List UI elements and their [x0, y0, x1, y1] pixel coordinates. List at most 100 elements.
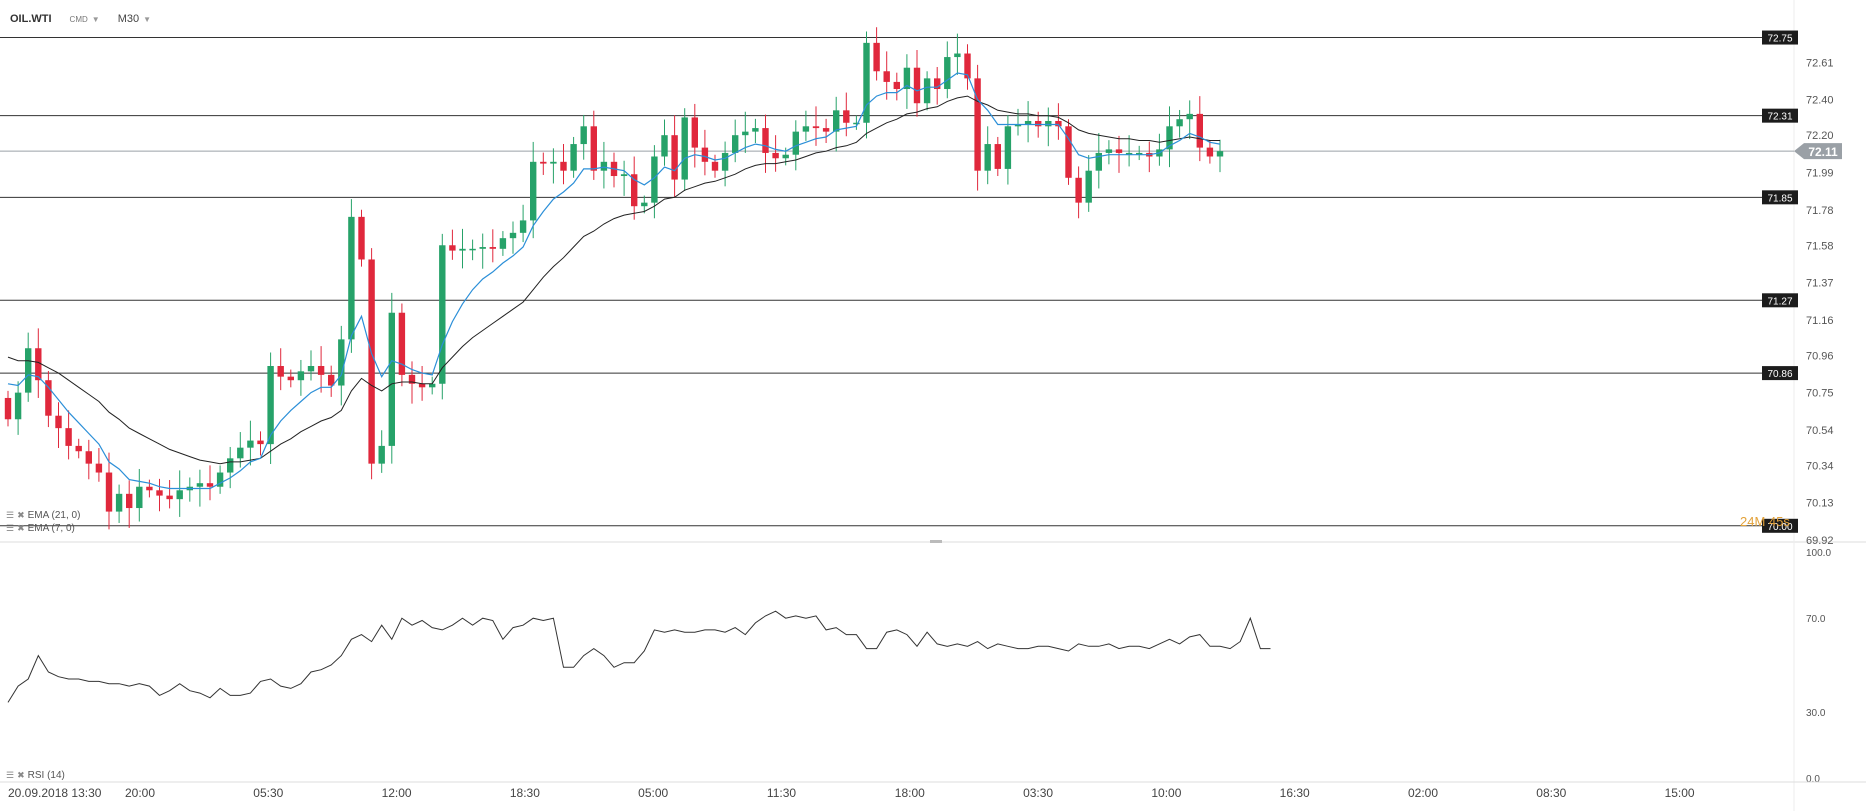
candle-bull[interactable] — [802, 126, 810, 132]
candle-bear[interactable] — [126, 493, 133, 509]
candle-bear[interactable] — [1075, 177, 1082, 203]
candle-bear[interactable] — [822, 128, 830, 132]
timeframe-selector[interactable]: M30 — [117, 13, 140, 25]
candle-bull[interactable] — [1105, 149, 1113, 153]
chevron-down-icon[interactable]: ▼ — [143, 14, 152, 24]
candle-bear[interactable] — [691, 117, 698, 148]
candle-bull[interactable] — [519, 220, 527, 233]
candle-bull[interactable] — [620, 174, 628, 177]
candle-bull[interactable] — [227, 458, 234, 473]
candle-bull[interactable] — [14, 392, 22, 420]
candle-bull[interactable] — [1004, 126, 1012, 169]
candle-bull[interactable] — [984, 144, 991, 171]
candle-bear[interactable] — [287, 376, 294, 381]
candle-bear[interactable] — [701, 147, 709, 162]
candle-bear[interactable] — [55, 415, 62, 429]
candle-bull[interactable] — [530, 161, 537, 221]
candle-bull[interactable] — [115, 493, 123, 512]
candle-bull[interactable] — [923, 78, 931, 104]
candle-bear[interactable] — [812, 126, 820, 129]
candle-bear[interactable] — [75, 445, 82, 452]
candle-bull[interactable] — [136, 486, 143, 509]
candle-bull[interactable] — [1095, 152, 1102, 171]
candle-bull[interactable] — [25, 348, 32, 393]
candle-bear[interactable] — [1115, 149, 1123, 153]
candle-bull[interactable] — [267, 366, 274, 445]
candle-bear[interactable] — [873, 42, 880, 72]
close-icon[interactable]: ✖ — [17, 523, 25, 533]
candle-bull[interactable] — [1125, 152, 1133, 155]
candle-bear[interactable] — [146, 486, 153, 491]
candle-bull[interactable] — [570, 144, 577, 171]
candle-bull[interactable] — [1014, 124, 1022, 127]
candle-bear[interactable] — [711, 161, 719, 171]
candle-bull[interactable] — [176, 490, 183, 500]
candle-bull[interactable] — [792, 131, 799, 155]
list-icon[interactable]: ☰ — [6, 510, 15, 520]
candle-bull[interactable] — [247, 440, 254, 448]
candle-bear[interactable] — [1055, 120, 1062, 127]
candle-bull[interactable] — [1045, 120, 1052, 127]
candle-bull[interactable] — [721, 152, 729, 171]
candle-bear[interactable] — [277, 366, 284, 377]
candle-bull[interactable] — [641, 202, 648, 207]
price-axis[interactable]: 72.61 72.40 72.20 71.99 71.78 71.58 71.37 71.16… — [1806, 57, 1834, 547]
candle-bull[interactable] — [1216, 151, 1224, 157]
candle-bull[interactable] — [833, 110, 840, 132]
candle-bull[interactable] — [1186, 113, 1193, 120]
candle-bull[interactable] — [661, 135, 668, 157]
candle-bear[interactable] — [1206, 147, 1214, 157]
candle-bull[interactable] — [378, 445, 385, 464]
candle-bull[interactable] — [954, 53, 961, 58]
candle-bull[interactable] — [348, 216, 355, 340]
candle-bear[interactable] — [156, 490, 163, 496]
candle-bull[interactable] — [600, 161, 608, 171]
rsi-panel[interactable]: 100.0 70.0 30.0 0.0 — [7, 548, 1831, 785]
candle-bear[interactable] — [974, 78, 981, 171]
candle-bull[interactable] — [651, 156, 658, 203]
candle-bear[interactable] — [934, 78, 941, 90]
candle-bear[interactable] — [206, 483, 214, 487]
candle-bear[interactable] — [883, 71, 890, 82]
rsi-legend[interactable]: ☰ ✖ RSI (14) — [6, 770, 65, 781]
time-axis[interactable]: 20.09.2018 13:30 20:00 05:30 12:00 18:30 05:0… — [0, 781, 1866, 800]
candle-bull[interactable] — [216, 472, 224, 487]
candle-bear[interactable] — [257, 440, 264, 445]
candle-bear[interactable] — [408, 374, 416, 384]
candle-bull[interactable] — [681, 117, 688, 180]
candle-bull[interactable] — [550, 161, 557, 164]
close-icon[interactable]: ✖ — [17, 510, 25, 520]
candle-bear[interactable] — [964, 53, 971, 79]
candle-bear[interactable] — [166, 495, 173, 500]
candle-bear[interactable] — [489, 247, 496, 249]
candle-bull[interactable] — [944, 57, 951, 90]
candle-bull[interactable] — [863, 42, 870, 123]
candle-bear[interactable] — [631, 174, 638, 207]
horizontal-levels[interactable] — [0, 37, 1794, 527]
candle-bull[interactable] — [499, 238, 507, 249]
candle-bear[interactable] — [540, 161, 547, 164]
candle-bear[interactable] — [772, 152, 779, 159]
candle-bull[interactable] — [732, 135, 739, 153]
candle-bear[interactable] — [843, 110, 850, 123]
candle-bear[interactable] — [913, 67, 921, 104]
candle-bull[interactable] — [297, 371, 305, 381]
candle-bull[interactable] — [752, 128, 759, 132]
candle-bear[interactable] — [590, 126, 597, 171]
candle-bear[interactable] — [449, 245, 456, 251]
ema-7-legend[interactable]: ☰ ✖ EMA (7, 0) — [6, 523, 75, 534]
symbol-name[interactable]: OIL.WTI — [10, 13, 52, 25]
candle-bear[interactable] — [368, 259, 375, 464]
candle-bear[interactable] — [95, 463, 103, 473]
candlesticks[interactable] — [4, 27, 1224, 530]
candle-bull[interactable] — [1176, 119, 1183, 127]
candle-bull[interactable] — [742, 131, 749, 136]
candle-bull[interactable] — [196, 483, 204, 487]
candle-bull[interactable] — [1166, 126, 1173, 150]
candle-bear[interactable] — [671, 135, 678, 180]
candle-bull[interactable] — [903, 67, 911, 90]
candle-bear[interactable] — [65, 428, 72, 446]
candle-bear[interactable] — [1196, 113, 1203, 148]
candle-bull[interactable] — [237, 447, 244, 459]
